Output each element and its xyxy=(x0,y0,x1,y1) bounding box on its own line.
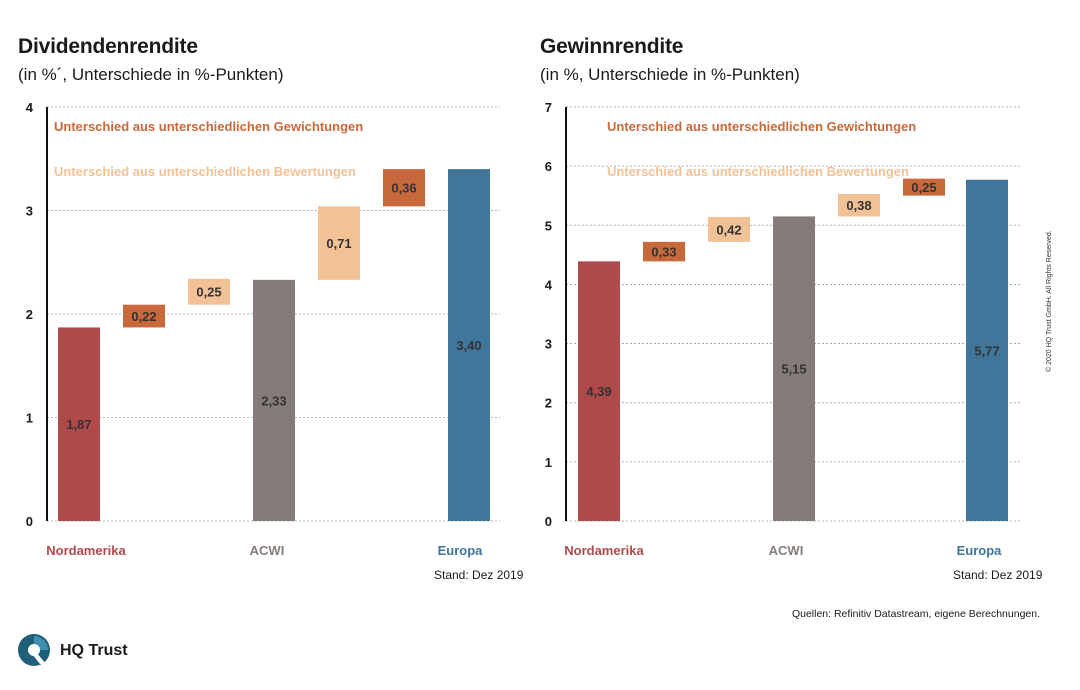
data-label: 3,40 xyxy=(456,338,481,353)
legend-valuation-label: Unterschied aus unterschiedlichen Bewert… xyxy=(607,164,909,179)
data-label: 2,33 xyxy=(261,393,286,408)
hq-trust-logo-text: HQ Trust xyxy=(60,642,128,659)
chart-subtitle-dividendenrendite: (in %´, Unterschiede in %-Punkten) xyxy=(18,65,284,84)
legend-weight-label: Unterschied aus unterschiedlichen Gewich… xyxy=(54,119,363,134)
stand-date-right: Stand: Dez 2019 xyxy=(953,568,1043,582)
y-tick-label: 3 xyxy=(545,337,552,352)
sources-note: Quellen: Refinitiv Datastream, eigene Be… xyxy=(791,608,1040,620)
data-label: 1,87 xyxy=(66,417,91,432)
data-label: 0,38 xyxy=(846,198,871,213)
data-label: 0,36 xyxy=(391,181,416,196)
bar-weight-difference xyxy=(383,169,425,207)
category-label-acwi: ACWI xyxy=(769,543,804,558)
bar-weight-difference xyxy=(643,241,685,262)
data-label: 5,77 xyxy=(974,343,999,358)
data-label: 0,33 xyxy=(651,245,676,260)
hq-trust-logo-icon xyxy=(18,634,50,666)
y-tick-label: 1 xyxy=(26,411,33,426)
bar-weight-difference xyxy=(123,304,165,328)
bar-europa xyxy=(448,169,490,521)
y-tick-label: 2 xyxy=(545,396,552,411)
y-tick-label: 4 xyxy=(545,277,553,292)
category-label-nordamerika: Nordamerika xyxy=(46,543,126,558)
data-label: 0,25 xyxy=(196,285,221,300)
y-tick-label: 6 xyxy=(545,159,552,174)
chart-dividendenrendite: 0 1 2 3 4 Unterschied aus unterschiedlichen G… xyxy=(26,100,500,558)
data-label: 0,42 xyxy=(716,222,741,237)
y-tick-label: 7 xyxy=(545,100,552,115)
data-label: 4,39 xyxy=(586,384,611,399)
chart-title-gewinnrendite: Gewinnrendite xyxy=(540,35,684,58)
copyright-note: © 2020 HQ Trust GmbH. All Rights Reserve… xyxy=(1046,230,1053,372)
category-label-acwi: ACWI xyxy=(250,543,285,558)
bar-acwi xyxy=(253,279,295,521)
bar-weight-difference xyxy=(903,178,945,196)
category-label-europa: Europa xyxy=(957,543,1003,558)
data-label: 0,25 xyxy=(911,180,936,195)
legend-valuation-label: Unterschied aus unterschiedlichen Bewert… xyxy=(54,164,356,179)
chart-gewinnrendite: 0 1 2 3 4 5 6 7 Unterschied aus unterschiedliche… xyxy=(545,100,1020,558)
y-tick-label: 2 xyxy=(26,307,33,322)
category-label-nordamerika: Nordamerika xyxy=(564,543,644,558)
bar-valuation-difference xyxy=(188,278,230,305)
y-tick-label: 5 xyxy=(545,218,552,233)
bar-valuation-difference xyxy=(838,193,880,217)
y-tick-label: 3 xyxy=(26,204,33,219)
stand-date-left: Stand: Dez 2019 xyxy=(434,568,524,582)
bar-nordamerika xyxy=(578,261,620,521)
y-tick-label: 4 xyxy=(26,100,34,115)
bar-nordamerika xyxy=(58,327,100,521)
category-label-europa: Europa xyxy=(438,543,484,558)
y-tick-label: 0 xyxy=(26,514,33,529)
bar-acwi xyxy=(773,216,815,521)
chart-subtitle-gewinnrendite: (in %, Unterschiede in %-Punkten) xyxy=(540,65,800,84)
bar-europa xyxy=(966,179,1008,521)
legend-weight-label: Unterschied aus unterschiedlichen Gewich… xyxy=(607,119,916,134)
y-tick-label: 1 xyxy=(545,455,552,470)
chart-title-dividendenrendite: Dividendenrendite xyxy=(18,35,198,58)
data-label: 0,71 xyxy=(326,236,351,251)
bar-valuation-difference xyxy=(708,217,750,242)
data-label: 5,15 xyxy=(781,362,806,377)
data-label: 0,22 xyxy=(131,309,156,324)
y-tick-label: 0 xyxy=(545,514,552,529)
bar-valuation-difference xyxy=(318,206,360,280)
